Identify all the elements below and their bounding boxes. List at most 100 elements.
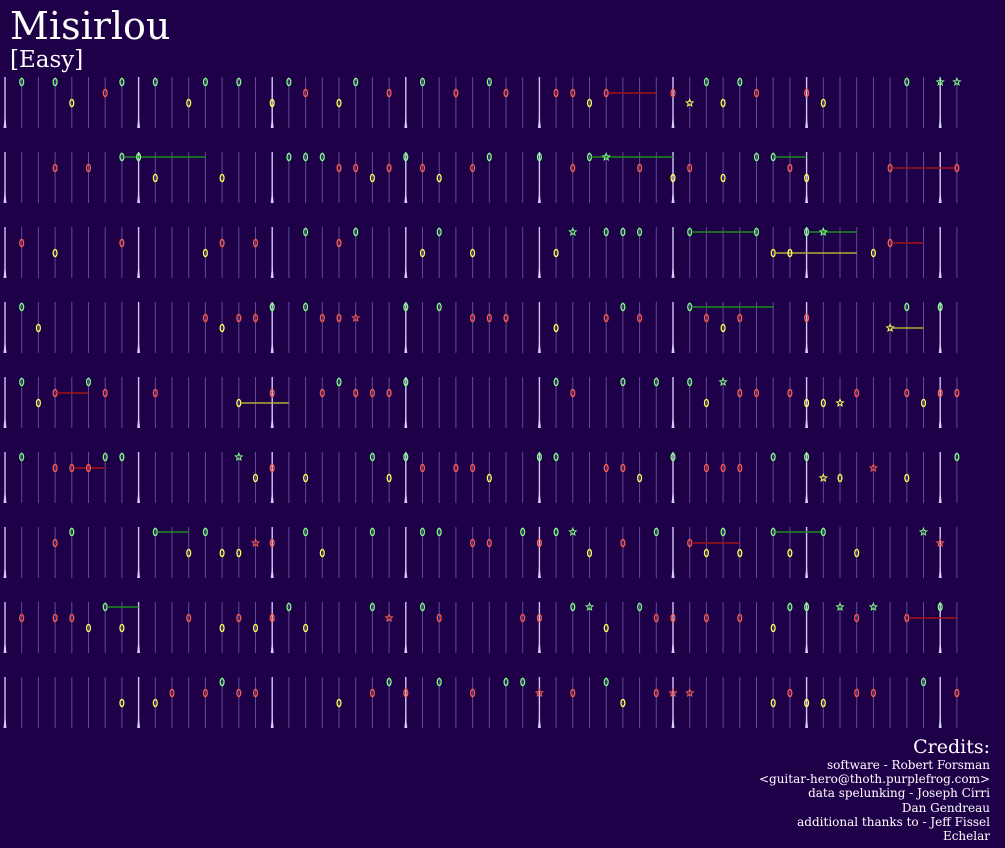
beat-marker [137,639,141,653]
note [553,377,559,387]
note [403,377,409,387]
beat-marker [3,564,7,578]
star-note [918,527,929,536]
note [119,698,125,708]
note [637,227,643,237]
note [202,77,208,87]
note [369,388,375,398]
note [804,452,810,462]
note [937,602,943,612]
beat-marker [938,114,942,128]
note [470,538,476,548]
note [553,248,559,258]
beat-marker [404,114,408,128]
note [687,538,693,548]
star-note [584,602,595,611]
note [336,377,342,387]
note [804,398,810,408]
note-chart [3,77,962,728]
note [219,173,225,183]
note [904,77,910,87]
note [436,302,442,312]
star-note [534,688,545,697]
note [954,688,960,698]
star-note [601,152,611,161]
note [202,688,208,698]
note [670,88,676,98]
beat-marker [270,639,274,653]
note [720,463,726,473]
star-note [384,613,394,622]
note [653,688,659,698]
note [520,677,526,687]
note [687,227,693,237]
note [419,527,426,537]
note [486,473,492,483]
note [369,527,375,537]
beat-marker [671,189,675,203]
star-note [952,77,962,86]
beat-marker [938,339,942,353]
beat-marker [671,714,675,728]
beat-marker [404,714,408,728]
note [837,473,843,483]
beat-marker [805,189,809,203]
note [236,548,242,558]
note [286,77,292,87]
note [553,527,559,537]
credits-heading: Credits: [913,736,990,758]
beat-marker [3,639,7,653]
note [904,388,910,398]
note [69,463,75,473]
beat-marker [805,414,809,428]
star-note [868,602,879,611]
note [453,88,459,98]
note [954,388,960,398]
note [787,548,793,558]
beat-marker [404,264,408,278]
beat-marker [3,414,7,428]
note [586,98,593,108]
note [954,163,960,173]
note [720,98,726,108]
note [637,313,643,323]
note [119,152,125,162]
beat-marker [537,639,541,653]
credit-line-data: data spelunking - Joseph Cirri [808,786,990,801]
note [102,388,108,398]
note [269,302,275,312]
note [269,613,275,623]
note [553,323,559,333]
note [303,88,309,98]
note [236,688,242,698]
note [436,527,442,537]
note [19,452,25,462]
note [770,623,776,633]
beat-marker [270,489,274,503]
note [787,388,793,398]
beat-marker [404,189,408,203]
credit-line-thanks: additional thanks to - Jeff Fissel [797,814,990,829]
note [403,688,409,698]
credit-line-thanks-2: Echelar [942,829,990,844]
note [52,388,58,398]
beat-marker [938,564,942,578]
star-note [568,527,578,536]
note [119,238,125,248]
note [336,163,342,173]
beat-marker [805,489,809,503]
note [770,248,776,258]
note [670,613,676,623]
beat-marker [938,414,942,428]
beat-marker [537,189,541,203]
note [336,313,342,323]
note [703,613,709,623]
note [620,538,626,548]
note [753,388,760,398]
beat-marker [270,564,274,578]
note [52,538,58,548]
note [904,613,910,623]
beat-marker [3,189,7,203]
note [603,88,609,98]
note [787,163,793,173]
